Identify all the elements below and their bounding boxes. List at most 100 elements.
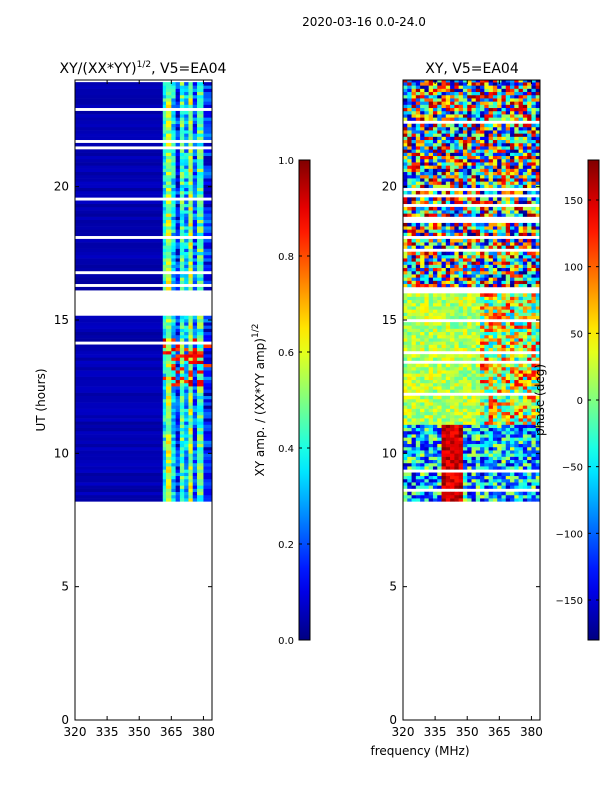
heatmap-cell	[441, 494, 447, 499]
heatmap-cell	[458, 325, 464, 329]
heatmap-cell	[197, 133, 204, 137]
heatmap-cell	[403, 363, 408, 368]
heatmap-cell	[179, 251, 185, 256]
heatmap-cell	[518, 274, 524, 278]
heatmap-cell	[514, 466, 519, 470]
heatmap-cell	[437, 357, 442, 361]
heatmap-cell	[403, 251, 408, 256]
heatmap-cell	[432, 395, 438, 400]
heatmap-cell	[184, 267, 189, 272]
heatmap-cell	[497, 104, 502, 109]
heatmap-cell	[415, 181, 421, 185]
heatmap-cell	[535, 293, 541, 297]
heatmap-cell	[514, 482, 519, 486]
heatmap-cell	[441, 261, 447, 265]
heatmap-cell	[175, 430, 181, 435]
heatmap-cell	[75, 174, 164, 179]
heatmap-cell	[518, 312, 524, 317]
heatmap-cell	[467, 450, 472, 454]
heatmap-cell	[415, 114, 421, 118]
heatmap-cell	[192, 389, 198, 393]
heatmap-cell	[192, 274, 198, 278]
heatmap-cell	[188, 395, 194, 400]
heatmap-cell	[415, 328, 421, 333]
heatmap-cell	[171, 424, 176, 429]
heatmap-cell	[165, 402, 172, 406]
heatmap-cell	[403, 280, 408, 285]
heatmap-cell	[450, 331, 455, 336]
heatmap-cell	[171, 280, 176, 285]
heatmap-cell	[192, 210, 198, 214]
heatmap-cell	[518, 376, 524, 381]
heatmap-cell	[454, 382, 459, 387]
heatmap-cell	[415, 136, 421, 141]
heatmap-cell	[471, 251, 477, 256]
heatmap-cell	[535, 338, 541, 342]
heatmap-cell	[407, 450, 412, 454]
heatmap-cell	[162, 213, 167, 217]
heatmap-cell	[514, 376, 519, 381]
heatmap-cell	[403, 277, 408, 281]
heatmap-cell	[424, 184, 429, 189]
heatmap-cell	[411, 146, 417, 150]
heatmap-cell	[162, 248, 167, 253]
heatmap-cell	[445, 341, 451, 345]
heatmap-cell	[179, 338, 185, 342]
heatmap-cell	[531, 190, 537, 195]
heatmap-cell	[514, 210, 519, 214]
heatmap-cell	[454, 229, 459, 233]
heatmap-cell	[488, 110, 494, 115]
heatmap-cell	[467, 334, 472, 339]
heatmap-cell	[171, 286, 176, 291]
amplitude-y-axis-label: UT (hours)	[34, 368, 48, 431]
heatmap-cell	[518, 386, 524, 390]
heatmap-cell	[165, 440, 172, 445]
heatmap-cell	[462, 430, 468, 435]
heatmap-cell	[535, 437, 541, 441]
heatmap-cell	[407, 405, 412, 409]
heatmap-cell	[75, 437, 164, 441]
heatmap-cell	[171, 94, 176, 99]
heatmap-cell	[437, 491, 442, 496]
heatmap-cell	[445, 338, 451, 342]
heatmap-cell	[432, 334, 438, 339]
heatmap-cell	[535, 178, 541, 182]
heatmap-cell	[411, 373, 417, 377]
heatmap-cell	[184, 478, 189, 483]
heatmap-cell	[514, 370, 519, 374]
heatmap-cell	[514, 366, 519, 371]
heatmap-cell	[462, 443, 468, 448]
heatmap-cell	[420, 98, 425, 102]
heatmap-cell	[428, 232, 434, 237]
heatmap-cell	[441, 149, 447, 153]
heatmap-cell	[411, 344, 417, 349]
heatmap-cell	[471, 267, 477, 272]
heatmap-cell	[445, 168, 451, 173]
heatmap-cell	[175, 101, 181, 105]
heatmap-cell	[162, 251, 167, 256]
heatmap-cell	[467, 306, 472, 310]
heatmap-cell	[522, 91, 528, 96]
heatmap-cell	[531, 226, 537, 230]
heatmap-cell	[424, 322, 429, 326]
heatmap-cell	[510, 312, 515, 317]
heatmap-cell	[454, 302, 459, 307]
heatmap-cell	[188, 488, 194, 493]
heatmap-cell	[480, 267, 485, 272]
heatmap-cell	[462, 306, 468, 310]
heatmap-cell	[432, 363, 438, 368]
heatmap-cell	[454, 443, 459, 448]
heatmap-cell	[450, 363, 455, 368]
heatmap-cell	[527, 357, 532, 361]
heatmap-cell	[428, 478, 434, 483]
heatmap-cell	[75, 482, 164, 486]
heatmap-cell	[510, 258, 515, 262]
heatmap-cell	[184, 392, 189, 397]
heatmap-cell	[184, 344, 189, 349]
heatmap-cell	[522, 462, 528, 467]
heatmap-cell	[428, 427, 434, 432]
heatmap-cell	[171, 325, 176, 329]
heatmap-cell	[188, 203, 194, 208]
heatmap-cell	[527, 424, 532, 429]
heatmap-cell	[428, 283, 434, 288]
